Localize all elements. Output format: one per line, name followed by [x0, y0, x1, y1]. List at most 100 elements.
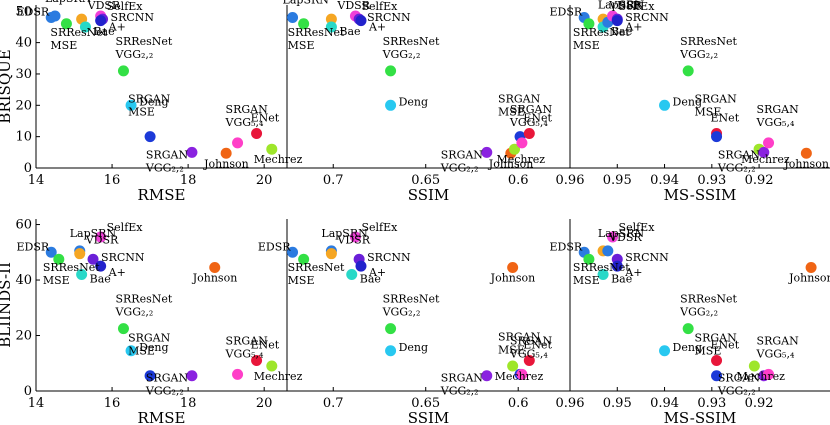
x-tick-label: 18 — [180, 173, 197, 188]
point-srgan-mse — [144, 370, 156, 382]
point-deng — [125, 345, 137, 357]
point-srgan-vgg54 — [763, 137, 775, 149]
point-srgan-vgg22 — [186, 146, 198, 158]
point-label-lapsrn: LapSRN — [45, 0, 92, 5]
point-label-srgan-mse: SRGAN MSE — [695, 93, 738, 119]
x-axis-label: MS-SSIM — [664, 186, 737, 204]
point-label-enet: ENet — [251, 338, 280, 351]
point-a+ — [95, 15, 107, 27]
point-label-edsr: EDSR — [17, 6, 50, 19]
point-label-a+: A+ — [368, 266, 386, 279]
y-tick-label: 0 — [24, 161, 32, 176]
point-label-a+: A+ — [108, 21, 126, 34]
y-axis-label: BLIINDS-II — [0, 262, 14, 348]
point-label-srresnet-vgg: SRResNet VGG₂,₂ — [679, 35, 737, 61]
point-label-lapsrn: LapSRN — [321, 227, 368, 240]
y-tick-label: 40 — [15, 36, 32, 51]
x-axis-label: RMSE — [138, 409, 186, 425]
point-bae — [76, 268, 88, 280]
point-johnson — [805, 262, 817, 274]
x-tick-label: 0.95 — [603, 396, 632, 411]
y-tick-label: 10 — [15, 130, 32, 145]
point-label-johnson: Johnson — [488, 157, 534, 170]
point-label-srresnet-mse: SRResNet MSE — [288, 261, 345, 287]
bliinds-msssim-panel: 0.96 0.95 0.94 0.93 0.92 MS-SSIM EDSR SRResNet M… — [550, 219, 830, 425]
x-axis-label: SSIM — [408, 186, 450, 204]
point-label-lapsrn: LapSRN — [598, 227, 645, 240]
point-label-lapsrn: LapSRN — [70, 227, 117, 240]
point-srresnet-mse — [60, 18, 72, 30]
x-tick-label: 0.94 — [650, 173, 679, 188]
point-label-johnson: Johnson — [788, 272, 830, 285]
point-johnson — [507, 262, 519, 274]
point-label-srgan-vgg54: SRGAN VGG₅,₄ — [225, 334, 269, 360]
point-label-srresnet-vgg: SRResNet VGG₂,₂ — [114, 35, 172, 61]
point-srresnet-mse — [298, 253, 310, 265]
point-vdsr — [325, 248, 337, 260]
point-label-srcnn: SRCNN — [367, 11, 411, 24]
point-a+ — [611, 15, 623, 27]
point-deng — [659, 99, 671, 111]
point-label-srgan-vgg22: SRGAN VGG₂,₂ — [717, 148, 761, 174]
point-srgan-vgg22 — [186, 370, 198, 382]
point-label-vdsr: VDSR — [608, 0, 642, 12]
point-srresnet-vgg — [385, 65, 397, 77]
point-label-srresnet-mse: SRResNet MSE — [288, 26, 345, 52]
point-srresnet-mse — [298, 18, 310, 30]
x-tick-label: 0.7 — [323, 396, 344, 411]
x-tick-label: 18 — [180, 396, 197, 411]
point-vdsr — [74, 248, 86, 260]
x-tick-label: 14 — [28, 173, 45, 188]
point-srresnet-vgg — [385, 323, 397, 335]
point-bae — [346, 268, 358, 280]
brisque-msssim-panel: 0.96 0.95 0.94 0.93 0.92 MS-SSIM EDSR SRResNet M… — [550, 0, 830, 204]
point-label-enet: ENet — [523, 112, 552, 125]
point-label-deng: Deng — [139, 95, 168, 108]
point-label-srcnn: SRCNN — [367, 251, 411, 264]
x-tick-label: 0.92 — [745, 173, 774, 188]
point-label-srgan-vgg54: SRGAN VGG₅,₄ — [756, 334, 800, 360]
y-tick-label: 30 — [15, 67, 32, 82]
point-edsr — [287, 246, 299, 258]
point-enet — [523, 354, 535, 366]
point-mechrez — [509, 143, 521, 155]
y-tick-label: 0 — [24, 384, 32, 399]
x-tick-label: 20 — [256, 173, 273, 188]
point-label-deng: Deng — [399, 341, 428, 354]
point-label-srgan-vgg22: SRGAN VGG₂,₂ — [145, 148, 189, 174]
x-tick-label: 14 — [28, 396, 45, 411]
point-deng — [385, 345, 397, 357]
point-label-mechrez: Mechrez — [254, 153, 303, 166]
point-label-srgan-vgg22: SRGAN VGG₂,₂ — [440, 372, 484, 398]
point-label-bae: Bae — [611, 272, 632, 285]
point-label-srcnn: SRCNN — [111, 11, 155, 24]
point-label-a+: A+ — [108, 266, 126, 279]
point-label-johnson: Johnson — [783, 157, 829, 170]
x-tick-label: 0.6 — [508, 173, 529, 188]
point-label-enet: ENet — [251, 112, 280, 125]
point-a+ — [95, 260, 107, 272]
point-mechrez — [748, 360, 760, 372]
x-tick-label: 0.6 — [508, 396, 529, 411]
x-tick-label: 0.94 — [650, 396, 679, 411]
point-label-deng: Deng — [673, 95, 702, 108]
x-tick-label: 0.92 — [745, 396, 774, 411]
point-srresnet-mse — [583, 253, 595, 265]
point-enet — [523, 128, 535, 140]
point-label-bae: Bae — [360, 272, 381, 285]
point-label-enet: ENet — [523, 338, 552, 351]
y-tick-label: 40 — [15, 273, 32, 288]
point-label-a+: A+ — [368, 21, 386, 34]
point-bae — [325, 21, 337, 33]
point-srresnet-vgg — [117, 323, 129, 335]
x-tick-label: 0.96 — [556, 396, 585, 411]
point-a+ — [611, 260, 623, 272]
point-label-srgan-vgg22: SRGAN VGG₂,₂ — [145, 372, 189, 398]
point-srgan-mse — [711, 131, 723, 143]
point-srgan-vgg22 — [481, 370, 493, 382]
point-label-bae: Bae — [93, 25, 114, 38]
point-label-johnson: Johnson — [192, 272, 238, 285]
point-label-srgan-vgg22: SRGAN VGG₂,₂ — [717, 372, 761, 398]
point-selfex — [607, 231, 619, 243]
